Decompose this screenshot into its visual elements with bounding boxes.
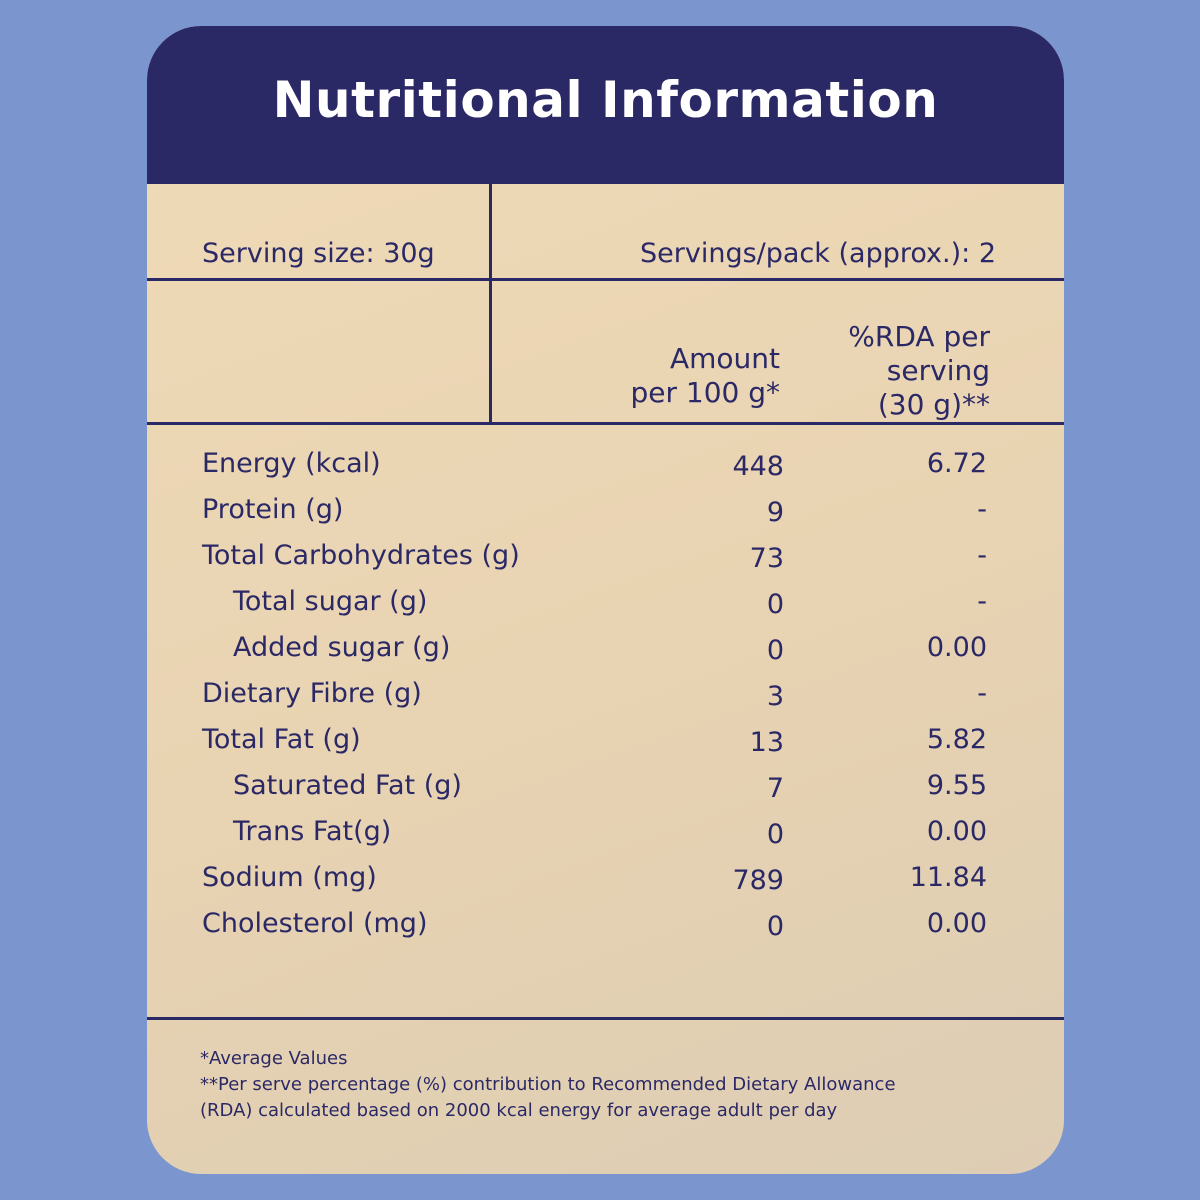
serving-size: Serving size: 30g — [202, 238, 435, 269]
nutrient-row: Sodium (mg) 789 11.84 — [147, 858, 1064, 898]
column-header-amount-line2: per 100 g* — [630, 376, 780, 409]
column-header-amount-line1: Amount — [669, 342, 780, 375]
divider-colhead-bottom — [147, 422, 1064, 425]
nutrient-name: Sodium (mg) — [202, 862, 377, 893]
nutrient-amount: 73 — [749, 543, 784, 574]
servings-per-pack: Servings/pack (approx.): 2 — [640, 238, 996, 269]
column-header-rda: %RDA per serving (30 g)** — [848, 320, 990, 422]
nutrient-rda: - — [977, 494, 987, 525]
nutrient-name: Added sugar (g) — [233, 632, 451, 663]
column-header-amount: Amount per 100 g* — [630, 342, 780, 410]
nutrient-amount: 7 — [766, 773, 784, 804]
nutrient-amount: 789 — [732, 865, 784, 896]
nutrient-amount: 9 — [766, 497, 784, 528]
nutrient-rda: 6.72 — [926, 448, 987, 479]
nutrient-rda: 5.82 — [926, 724, 987, 755]
column-header-rda-line3: (30 g)** — [877, 388, 990, 421]
nutrient-name: Cholesterol (mg) — [202, 908, 428, 939]
label-title: Nutritional Information — [272, 71, 939, 129]
footnote-rda-line1: **Per serve percentage (%) contribution … — [200, 1074, 896, 1095]
footnote-rda-line2: (RDA) calculated based on 2000 kcal ener… — [200, 1100, 838, 1121]
nutrient-row: Added sugar (g) 0 0.00 — [147, 628, 1064, 668]
nutrient-amount: 3 — [766, 681, 784, 712]
nutrient-row: Total Carbohydrates (g) 73 - — [147, 536, 1064, 576]
nutrient-name: Trans Fat(g) — [233, 816, 392, 847]
nutrient-name: Total Carbohydrates (g) — [202, 540, 520, 571]
nutrient-row: Cholesterol (mg) 0 0.00 — [147, 904, 1064, 944]
nutrient-rda: - — [977, 540, 987, 571]
divider-vertical — [489, 184, 492, 424]
nutrient-amount: 0 — [766, 911, 784, 942]
nutrient-amount: 448 — [732, 451, 784, 482]
divider-footer-top — [147, 1017, 1064, 1020]
nutrient-name: Total Fat (g) — [202, 724, 361, 755]
nutrient-amount: 0 — [766, 635, 784, 666]
nutrient-name: Total sugar (g) — [233, 586, 428, 617]
nutrient-rda: 0.00 — [926, 632, 987, 663]
label-header: Nutritional Information — [147, 26, 1064, 184]
nutrient-row: Protein (g) 9 - — [147, 490, 1064, 530]
nutrient-name: Energy (kcal) — [202, 448, 381, 479]
column-header-rda-line1: %RDA per — [848, 320, 990, 353]
nutrient-name: Saturated Fat (g) — [233, 770, 462, 801]
nutrient-name: Protein (g) — [202, 494, 344, 525]
nutrient-name: Dietary Fibre (g) — [202, 678, 422, 709]
nutrient-amount: 0 — [766, 819, 784, 850]
nutrient-row: Dietary Fibre (g) 3 - — [147, 674, 1064, 714]
nutrient-rda: 9.55 — [926, 770, 987, 801]
footnotes: *Average Values **Per serve percentage (… — [200, 1046, 896, 1124]
nutrient-rda: 0.00 — [926, 908, 987, 939]
column-header-rda-line2: serving — [886, 354, 990, 387]
nutrition-label-card: Nutritional Information Serving size: 30… — [147, 26, 1064, 1174]
nutrient-amount: 0 — [766, 589, 784, 620]
nutrient-rda: - — [977, 678, 987, 709]
footnote-average: *Average Values — [200, 1048, 348, 1069]
nutrient-rda: 0.00 — [926, 816, 987, 847]
nutrient-row: Trans Fat(g) 0 0.00 — [147, 812, 1064, 852]
nutrient-row: Energy (kcal) 448 6.72 — [147, 444, 1064, 484]
divider-serving-bottom — [147, 278, 1064, 281]
nutrient-amount: 13 — [749, 727, 784, 758]
nutrient-rda: 11.84 — [909, 862, 987, 893]
nutrient-row: Total sugar (g) 0 - — [147, 582, 1064, 622]
nutrient-row: Saturated Fat (g) 7 9.55 — [147, 766, 1064, 806]
nutrient-row: Total Fat (g) 13 5.82 — [147, 720, 1064, 760]
nutrient-rda: - — [977, 586, 987, 617]
